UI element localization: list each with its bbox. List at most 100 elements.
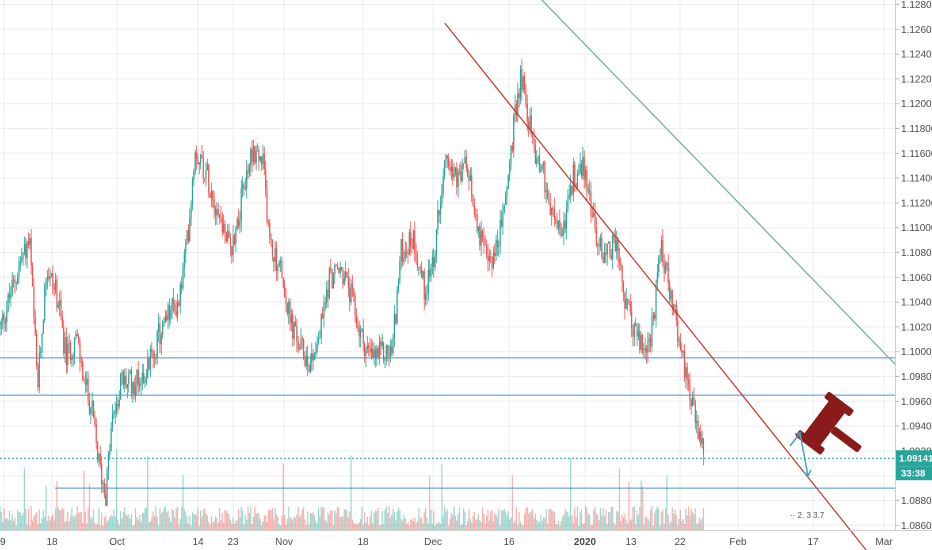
time-tick-label: Dec	[424, 537, 442, 548]
candle-body	[216, 209, 218, 216]
candle-body	[91, 400, 93, 408]
candle-body	[56, 279, 58, 308]
candle-body	[438, 210, 440, 215]
volume-bar	[701, 518, 703, 530]
candle-body	[668, 283, 671, 300]
volume-bar	[671, 507, 673, 530]
volume-bar	[528, 513, 530, 530]
volume-bar	[167, 511, 169, 530]
volume-bar	[286, 518, 288, 530]
volume-bar	[236, 520, 238, 530]
candle-body	[132, 381, 134, 394]
volume-bar	[149, 521, 152, 530]
candle-body	[240, 188, 242, 221]
candle-body	[692, 397, 694, 406]
candle-body	[309, 361, 311, 372]
candle-body	[270, 238, 272, 241]
volume-bar	[271, 507, 274, 530]
candle-body	[227, 231, 229, 242]
volume-bar	[590, 524, 592, 530]
candle-body	[568, 195, 570, 198]
volume-bar	[190, 525, 192, 530]
candle-body	[27, 241, 30, 245]
volume-bar	[166, 512, 168, 530]
candle-body	[133, 381, 135, 396]
volume-bar	[654, 512, 656, 530]
candle-body	[689, 382, 691, 401]
candle-body	[693, 397, 695, 404]
candle-body	[700, 431, 702, 445]
volume-bar	[404, 518, 406, 530]
candle-body	[678, 340, 680, 342]
candle-body	[677, 319, 679, 342]
volume-bar	[561, 516, 564, 530]
volume-bar	[518, 512, 520, 530]
volume-bar	[49, 520, 51, 530]
candle-body	[163, 321, 165, 323]
candle-body	[246, 170, 248, 189]
candle-body	[141, 372, 143, 381]
price-tick-label: 1.08600	[901, 521, 932, 532]
volume-bar	[366, 516, 368, 530]
volume-bar	[655, 509, 657, 530]
candle-body	[403, 257, 405, 263]
volume-bar	[690, 508, 692, 530]
volume-bar	[372, 523, 374, 530]
candle-body	[297, 341, 299, 349]
volume-bar	[254, 506, 256, 530]
candle-body	[313, 355, 316, 361]
volume-bar	[328, 514, 330, 530]
volume-bar	[396, 511, 398, 530]
candle-body	[406, 251, 408, 254]
candle-body	[52, 273, 54, 288]
candle-body	[197, 159, 199, 165]
volume-bar	[275, 514, 278, 530]
volume-bar	[483, 513, 485, 530]
candle-body	[435, 229, 438, 256]
trendlines[interactable]	[444, 0, 896, 550]
volume-bar	[605, 510, 607, 530]
annotations[interactable]	[789, 391, 877, 478]
volume-bar	[465, 525, 467, 530]
candle-body	[651, 318, 653, 347]
volume-bar	[129, 518, 131, 530]
volume-bar	[14, 517, 16, 530]
volume-bar	[406, 523, 408, 530]
volume-bar	[381, 510, 383, 530]
candle-body	[636, 325, 638, 337]
candle-body	[262, 154, 264, 165]
candle-body	[509, 163, 511, 176]
candle-body	[304, 357, 306, 366]
candle-body	[443, 161, 446, 177]
volume-bar	[693, 514, 695, 530]
volume-bar	[134, 508, 137, 530]
volume-bar	[700, 520, 702, 530]
candle-body	[488, 256, 490, 262]
price-axis[interactable]: 1.12800 1.12600 1.12400 1.12200 1.12000 1.118…	[895, 0, 932, 532]
volume-bar	[224, 510, 226, 530]
candle-body	[442, 176, 444, 194]
volume-bar	[78, 512, 80, 530]
volume-bar	[663, 523, 665, 530]
candle-body	[663, 262, 665, 274]
volume-bar	[75, 514, 77, 530]
candle-body	[330, 268, 332, 270]
candle-body	[124, 376, 126, 385]
candle-body	[235, 229, 237, 245]
candle-body	[603, 252, 606, 263]
candle-body	[575, 183, 577, 188]
time-axis[interactable]: 9 18 Oct 14 23 Nov 18 Dec 16 2020 13 22 Feb 17 Mar	[0, 537, 893, 548]
volume-bar	[69, 516, 72, 530]
candle-body	[586, 169, 588, 192]
candle-body	[388, 353, 390, 357]
candle-body	[496, 239, 499, 248]
candle-body	[288, 301, 290, 314]
volume-bar	[159, 508, 161, 530]
volume-bar	[256, 513, 259, 530]
candle-body	[499, 220, 501, 245]
candle-body	[130, 370, 133, 394]
candle-body	[454, 167, 457, 174]
candle-body	[500, 220, 503, 227]
price-tick-label: 1.08800	[901, 496, 932, 507]
